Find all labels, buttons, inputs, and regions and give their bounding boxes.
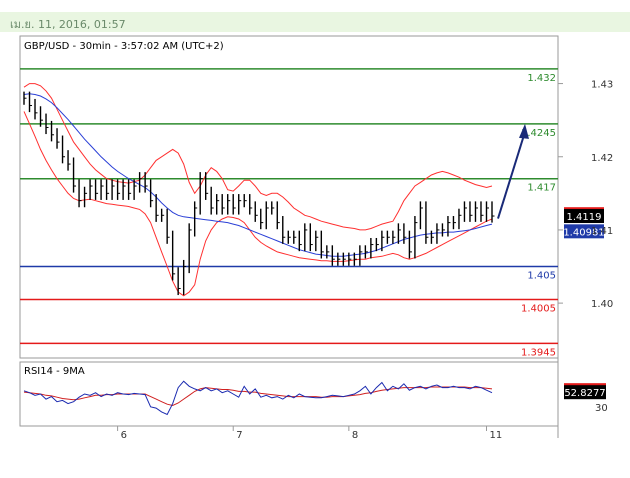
y-tick-label: 1.42	[591, 153, 613, 164]
forecast-arrow	[497, 123, 529, 219]
bollinger-upper-line	[23, 83, 493, 231]
price-tag-1	[564, 209, 604, 224]
forecast-arrow-shaft	[497, 131, 526, 219]
rsi-y-tick-label: 30	[595, 403, 608, 414]
y-tick-label: 1.41	[591, 226, 613, 237]
y-tick-label: 1.40	[591, 299, 613, 310]
level-label-4: 1.4005	[521, 303, 556, 314]
moving-average-line	[23, 93, 493, 257]
level-label-0: 1.432	[527, 73, 556, 84]
level-label-2: 1.417	[527, 183, 556, 194]
level-label-3: 1.405	[527, 271, 556, 282]
date-header: เม.ย. 11, 2016, 01:57	[0, 12, 630, 32]
x-axis-ticks: 6 7 8 11	[117, 426, 502, 441]
level-lines: 1.432 1.4245 1.417 1.405 1.4005 1.3945	[20, 68, 558, 358]
rsi-tag-label-1: 52.8277	[564, 388, 605, 399]
rsi-panel-title: RSI14 - 9MA	[24, 366, 85, 377]
rsi-line	[23, 380, 493, 416]
price-tag-2	[564, 224, 604, 239]
x-tick-label: 11	[489, 430, 502, 441]
price-tag-label-1: 1.4119	[567, 212, 602, 223]
bollinger-lower-line	[23, 111, 493, 297]
price-tag-label-2: 1.40981	[563, 227, 604, 238]
forecast-arrow-head	[519, 123, 529, 139]
rsi-panel-frame	[19, 361, 559, 427]
rsi-tag-1	[564, 385, 606, 400]
main-chart-title: GBP/USD - 30min - 3:57:02 AM (UTC+2)	[24, 41, 224, 52]
level-label-5: 1.3945	[521, 347, 556, 358]
level-label-1: 1.4245	[521, 128, 556, 139]
y-axis-ticks: 1.43 1.42 1.41 1.40	[558, 80, 613, 310]
y-tick-label: 1.43	[591, 80, 613, 91]
bollinger-bands	[23, 83, 493, 297]
price-bars	[23, 91, 495, 296]
x-tick-label: 8	[352, 430, 358, 441]
main-panel-frame	[19, 35, 559, 359]
date-text: เม.ย. 11, 2016, 01:57	[10, 18, 126, 31]
x-tick-label: 7	[236, 430, 242, 441]
x-tick-label: 6	[121, 430, 127, 441]
